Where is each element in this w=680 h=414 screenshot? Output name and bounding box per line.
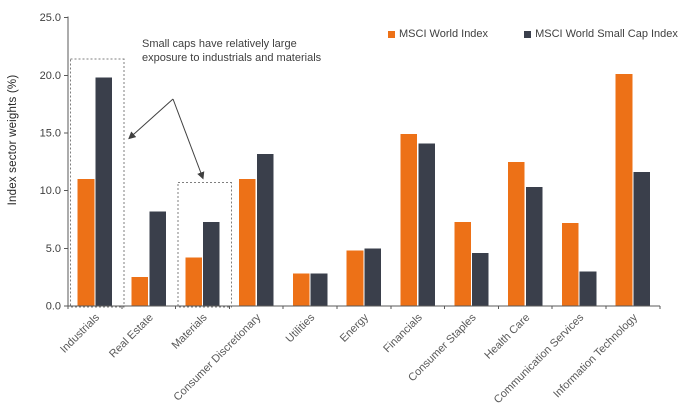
legend-item-msci-world-index: MSCI World Index <box>388 28 488 40</box>
bar-health-care-msci-world-index <box>508 161 525 306</box>
legend-swatch-msci-world-small-cap-index-icon <box>524 30 532 38</box>
bar-materials-msci-world-index <box>185 257 202 306</box>
x-category-label-health-care: Health Care <box>482 312 532 362</box>
bar-industrials-msci-world-index <box>77 179 95 306</box>
bar-real-estate-msci-world-small-cap-index <box>149 211 166 306</box>
y-tick-label: 0.0 <box>46 301 61 313</box>
bar-communication-services-msci-world-small-cap-index <box>579 271 597 306</box>
legend-label-msci-world-small-cap-index: MSCI World Small Cap Index <box>535 28 678 40</box>
x-category-label-consumer-discretionary: Consumer Discretionary <box>172 311 264 403</box>
bar-communication-services-msci-world-index <box>561 222 579 306</box>
legend-item-msci-world-small-cap-index: MSCI World Small Cap Index <box>524 28 678 40</box>
y-axis-title: Index sector weights (%) <box>7 74 19 206</box>
bar-real-estate-msci-world-index <box>131 277 149 306</box>
bar-information-technology-msci-world-index <box>615 74 633 306</box>
x-category-label-energy: Energy <box>338 311 371 344</box>
bar-consumer-staples-msci-world-small-cap-index <box>472 252 489 306</box>
bar-industrials-msci-world-small-cap-index <box>95 77 113 306</box>
bar-energy-msci-world-small-cap-index <box>364 248 382 306</box>
x-category-label-industrials: Industrials <box>58 311 102 355</box>
legend-swatch-msci-world-index-icon <box>388 30 395 38</box>
bar-energy-msci-world-index <box>346 250 364 306</box>
annotation-line-1: Small caps have relatively large <box>142 38 297 50</box>
bar-consumer-discretionary-msci-world-index <box>239 179 256 306</box>
x-category-label-utilities: Utilities <box>284 311 318 345</box>
bar-financials-msci-world-small-cap-index <box>418 143 435 306</box>
x-category-label-financials: Financials <box>381 311 425 355</box>
annotation-arrow-materials <box>172 98 205 180</box>
x-category-label-real-estate: Real Estate <box>107 312 156 361</box>
y-tick-label: 10.0 <box>40 185 61 197</box>
highlight-box-materials <box>177 182 232 308</box>
bar-utilities-msci-world-small-cap-index <box>310 273 328 306</box>
highlight-box-industrials <box>70 58 125 308</box>
chart-annotation: Small caps have relatively large exposur… <box>142 37 321 66</box>
bar-information-technology-msci-world-small-cap-index <box>633 172 651 306</box>
x-category-label-communication-services: Communication Services <box>492 311 587 406</box>
bar-materials-msci-world-small-cap-index <box>203 221 220 306</box>
annotation-line-2: exposure to industrials and materials <box>142 52 322 65</box>
bar-financials-msci-world-index <box>400 134 418 306</box>
bar-consumer-staples-msci-world-index <box>454 221 471 306</box>
y-tick-label: 15.0 <box>40 128 61 140</box>
y-tick-label: 20.0 <box>40 70 61 82</box>
chart-legend: MSCI World Index MSCI World Small Cap In… <box>388 28 678 40</box>
bar-consumer-discretionary-msci-world-small-cap-index <box>256 153 274 306</box>
annotation-arrow-industrials <box>128 98 174 140</box>
y-tick-label: 5.0 <box>46 243 61 255</box>
y-tick-label: 25.0 <box>40 12 61 24</box>
bar-health-care-msci-world-small-cap-index <box>525 187 543 306</box>
legend-label-msci-world-index: MSCI World Index <box>399 28 489 40</box>
x-category-label-materials: Materials <box>170 311 210 351</box>
bar-utilities-msci-world-index <box>292 273 310 306</box>
